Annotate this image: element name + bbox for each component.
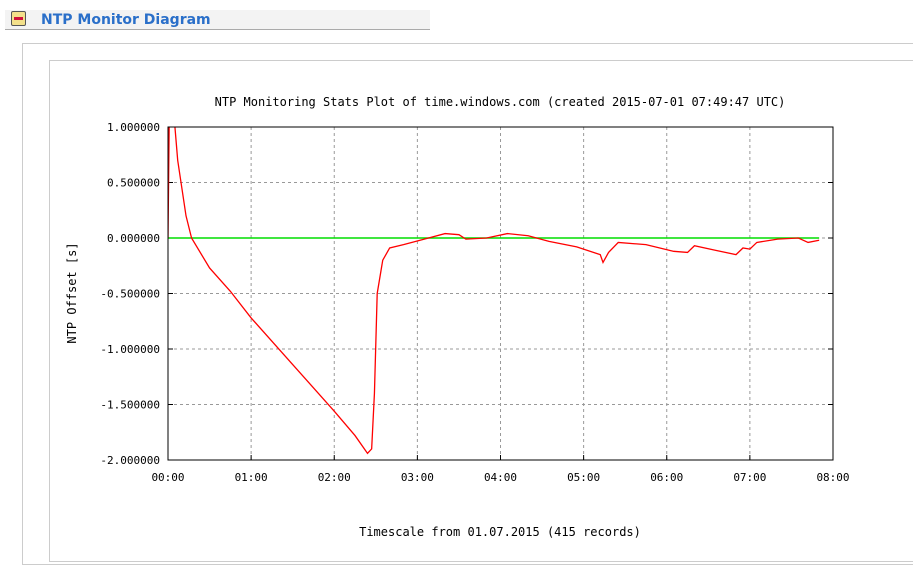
y-axis-label: NTP Offset [s]	[65, 242, 79, 343]
x-tick-label: 05:00	[567, 471, 600, 484]
x-tick-label: 04:00	[484, 471, 517, 484]
x-tick-label: 00:00	[151, 471, 184, 484]
x-axis-label: Timescale from 01.07.2015 (415 records)	[359, 525, 641, 539]
y-tick-label: -0.500000	[100, 288, 160, 301]
y-tick-label: 0.500000	[107, 177, 160, 190]
y-tick-label: 1.000000	[107, 121, 160, 134]
y-tick-label: 0.000000	[107, 232, 160, 245]
x-tick-label: 06:00	[650, 471, 683, 484]
ntp-offset-series-line	[168, 127, 820, 455]
chart-title: NTP Monitoring Stats Plot of time.window…	[215, 95, 786, 109]
x-tick-label: 02:00	[318, 471, 351, 484]
section-header: NTP Monitor Diagram	[5, 10, 430, 30]
x-tick-label: 08:00	[816, 471, 849, 484]
ntp-chart: NTP Monitoring Stats Plot of time.window…	[65, 95, 850, 539]
y-tick-label: -2.000000	[100, 454, 160, 467]
plot-border	[167, 126, 834, 461]
x-tick-label: 01:00	[235, 471, 268, 484]
section-title: NTP Monitor Diagram	[41, 12, 211, 28]
y-tick-label: -1.000000	[100, 343, 160, 356]
collapse-minus-icon[interactable]	[11, 11, 26, 26]
x-tick-label: 07:00	[733, 471, 766, 484]
y-tick-label: -1.500000	[100, 399, 160, 412]
x-tick-label: 03:00	[401, 471, 434, 484]
